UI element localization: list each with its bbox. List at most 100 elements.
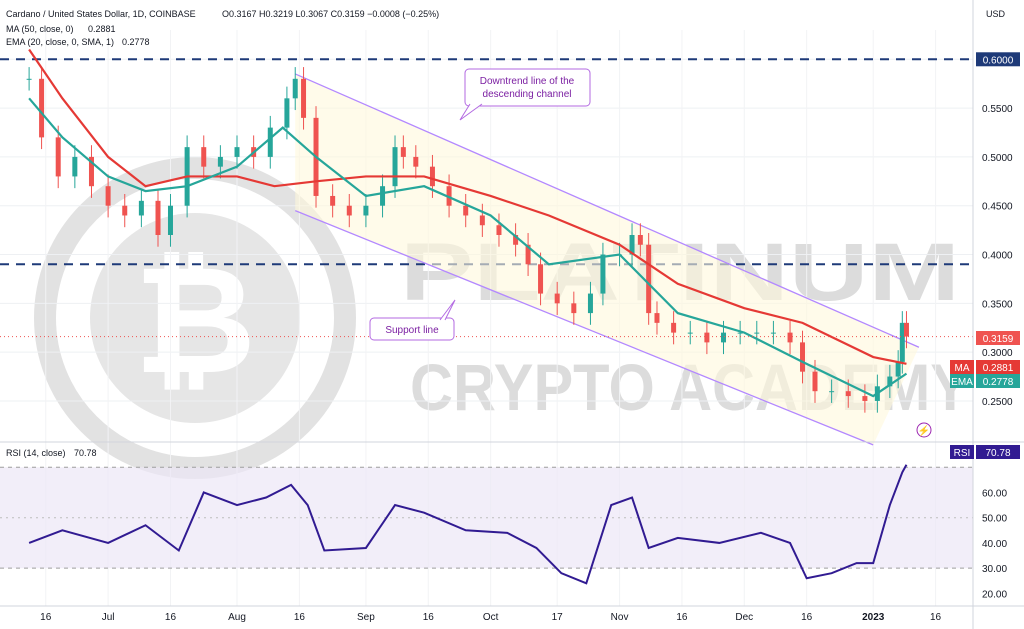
candle-body	[721, 332, 727, 343]
candle-body	[301, 78, 307, 118]
candle-body	[862, 396, 868, 401]
candle-body	[217, 156, 223, 167]
price-tick-label: 0.5500	[982, 104, 1013, 115]
ma-value-badge	[976, 360, 1020, 374]
candle-body	[538, 264, 544, 294]
time-tick-label: Oct	[483, 612, 499, 623]
candle-body	[637, 235, 643, 245]
lightning-event-icon[interactable]	[916, 422, 932, 438]
time-tick-label: Nov	[611, 612, 629, 623]
price-tick-label: 0.3500	[982, 299, 1013, 310]
channel-fill	[295, 73, 919, 445]
rsi-line	[28, 464, 908, 585]
candle-body	[704, 332, 710, 343]
downtrend-callout-line2: descending channel	[483, 89, 572, 100]
chart-header: Cardano / United States Dollar, 1D, COIN…	[6, 9, 1006, 458]
candle-body	[554, 293, 560, 304]
candle-body	[39, 78, 45, 138]
time-tick-label: 2023	[862, 612, 885, 623]
candle-body	[122, 205, 128, 216]
price-tick-label: 0.3000	[982, 348, 1013, 359]
candle-body	[600, 254, 606, 294]
watermark-logo-glyph: ₿	[134, 236, 256, 404]
candle-body	[587, 293, 593, 314]
indicator-lines	[0, 48, 973, 398]
rsi-pane	[0, 441, 1024, 585]
level-price-label: 0.6000	[983, 55, 1014, 66]
price-tick-label: 0.4000	[982, 251, 1013, 262]
downtrend-callout-line1: Downtrend line of the	[480, 76, 575, 87]
time-tick-label: Sep	[357, 612, 375, 623]
candle-body	[26, 78, 32, 80]
candle-body	[267, 127, 273, 157]
last-price-badge	[976, 331, 1020, 345]
ema-label-text: EMA	[951, 377, 973, 388]
ema-legend: EMA (20, close, 0, SMA, 1)	[6, 37, 114, 47]
candle-body	[525, 244, 531, 265]
time-tick-label: 16	[930, 612, 942, 623]
support-callout-box[interactable]	[369, 317, 455, 341]
candle-body	[629, 235, 635, 255]
candle-body	[687, 332, 693, 334]
channel-upper-line	[294, 73, 920, 348]
candle-body	[646, 244, 652, 314]
candle-body	[330, 195, 336, 206]
candle-body	[138, 200, 144, 216]
descending-channel	[294, 73, 920, 446]
support-callout-pointer	[439, 299, 456, 321]
rsi-tick-label: 60.00	[982, 488, 1007, 499]
ma-line	[28, 48, 907, 365]
ema-legend-value: 0.2778	[122, 37, 150, 47]
candle-body	[737, 332, 743, 334]
rsi-legend-value: 70.78	[74, 448, 97, 458]
time-tick-label: Aug	[228, 612, 246, 623]
candle-body	[429, 166, 435, 187]
candle-body	[513, 235, 519, 245]
ma-label-text: MA	[955, 363, 970, 374]
symbol-title: Cardano / United States Dollar, 1D, COIN…	[6, 9, 196, 19]
candle-body	[800, 342, 806, 372]
time-tick-label: 16	[676, 612, 688, 623]
annotations: Downtrend line of the descending channel…	[369, 68, 932, 438]
candle-body	[770, 332, 776, 334]
candle-body	[413, 156, 419, 167]
time-tick-label: 17	[552, 612, 564, 623]
downtrend-callout-box[interactable]	[464, 68, 591, 107]
lightning-event-glyph: ⚡	[918, 424, 930, 437]
currency-label: USD	[986, 9, 1006, 19]
candle-body	[671, 322, 677, 333]
ema-line	[28, 97, 908, 398]
ema-value-badge	[976, 374, 1020, 388]
candle-body	[446, 186, 452, 206]
price-tick-label: 0.2500	[982, 397, 1013, 408]
candle-body	[463, 205, 469, 216]
last-price-value: 0.3159	[983, 334, 1014, 345]
candle-body	[155, 200, 161, 235]
candle-body	[380, 186, 386, 206]
rsi-tick-label: 30.00	[982, 564, 1007, 575]
candle-body	[88, 156, 94, 187]
rsi-tick-label: 40.00	[982, 539, 1007, 550]
candle-body	[903, 322, 909, 337]
rsi-value-badge	[976, 445, 1020, 459]
ema-value-text: 0.2778	[983, 377, 1014, 388]
ma-legend-value: 0.2881	[88, 24, 116, 34]
candle-body	[496, 225, 502, 235]
rsi-label-badge	[950, 445, 974, 459]
rsi-label-text: RSI	[954, 448, 971, 459]
rsi-tick-label: 20.00	[982, 589, 1007, 600]
downtrend-callout-pointer	[459, 103, 483, 121]
time-tick-label: 16	[40, 612, 52, 623]
candle-body	[479, 215, 485, 226]
candle-body	[167, 205, 173, 235]
level-price-badge	[976, 52, 1020, 67]
candle-body	[72, 156, 78, 177]
candle-body	[284, 98, 290, 128]
ma-value-text: 0.2881	[983, 363, 1014, 374]
candle-body	[571, 303, 577, 314]
channel-lower-line	[294, 209, 874, 446]
rsi-legend: RSI (14, close)	[6, 448, 66, 458]
candle-body	[845, 391, 851, 397]
candle-body	[55, 137, 61, 177]
